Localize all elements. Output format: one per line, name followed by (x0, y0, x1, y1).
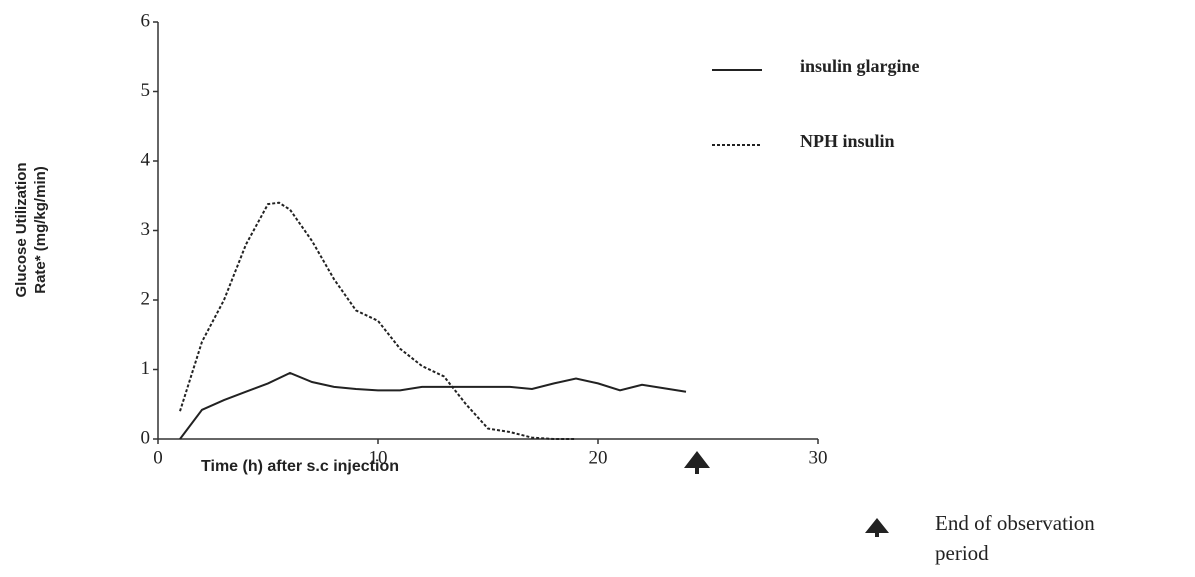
annotation-text: period (935, 541, 989, 565)
annotation-text: End of observation (935, 511, 1095, 535)
x-tick-label: 0 (153, 447, 163, 468)
series-line (179, 201, 576, 440)
y-tick-label: 4 (141, 149, 151, 170)
x-tick-label: 10 (369, 447, 388, 468)
legend-label: insulin glargine (800, 56, 920, 76)
x-axis-label: Time (h) after s.c injection (201, 458, 399, 475)
annotation-arrow-key (865, 518, 889, 537)
y-tick-label: 1 (141, 358, 151, 379)
y-axis-label: Rate* (mg/kg/min) (32, 166, 49, 294)
series-line (179, 371, 687, 440)
y-tick-label: 5 (141, 80, 151, 101)
x-tick-label: 30 (809, 447, 828, 468)
y-tick-label: 6 (141, 10, 151, 31)
y-axis-label: Glucose Utilization (13, 162, 30, 297)
y-tick-label: 2 (141, 288, 151, 309)
annotation-arrow (684, 451, 710, 474)
legend-label: NPH insulin (800, 131, 895, 151)
y-tick-label: 0 (141, 427, 151, 448)
y-tick-label: 3 (141, 219, 151, 240)
x-tick-label: 20 (589, 447, 608, 468)
